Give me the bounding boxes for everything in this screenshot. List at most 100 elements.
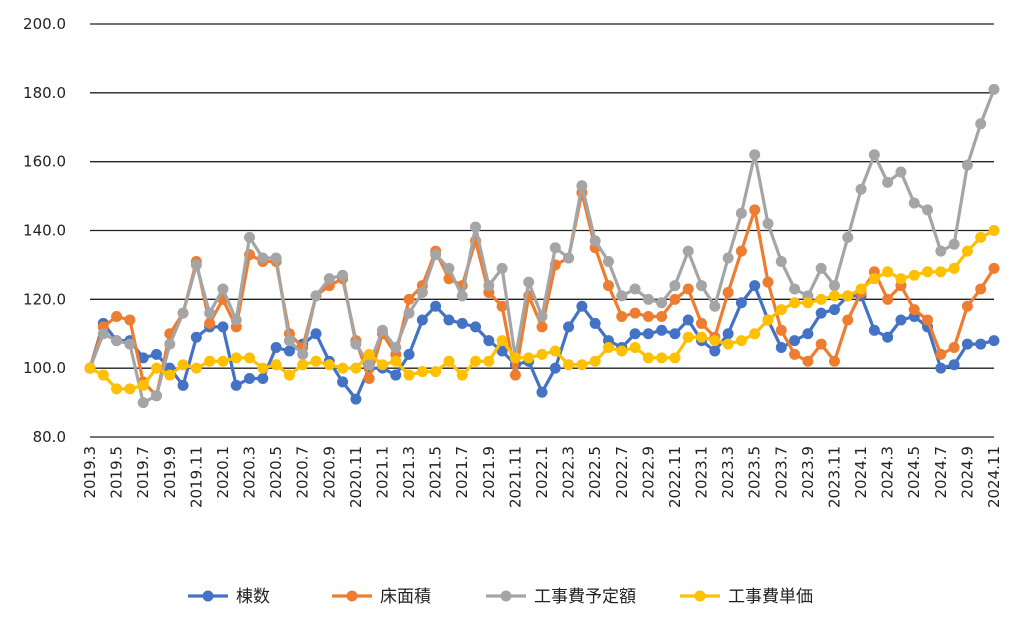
data-point — [456, 369, 468, 381]
data-point — [350, 338, 362, 350]
data-point — [390, 369, 402, 381]
x-tick-label: 2024.5 — [905, 446, 923, 499]
data-point — [789, 297, 801, 309]
legend-label: 床面積 — [380, 587, 431, 607]
legend-label: 棟数 — [236, 587, 270, 607]
data-point — [443, 355, 455, 367]
x-tick-label: 2019.5 — [108, 446, 126, 499]
x-tick-label: 2023.3 — [719, 446, 737, 499]
data-point — [735, 297, 747, 309]
data-point — [323, 359, 335, 371]
data-point — [496, 335, 508, 347]
data-point — [709, 300, 721, 312]
data-point — [961, 159, 973, 171]
data-point — [789, 283, 801, 295]
data-point — [775, 255, 787, 267]
data-point — [164, 369, 176, 381]
data-point — [403, 293, 415, 305]
data-point — [895, 166, 907, 178]
data-point — [430, 249, 442, 261]
data-point — [150, 348, 162, 360]
data-point — [496, 300, 508, 312]
x-tick-label: 2021.7 — [453, 446, 471, 499]
data-point — [616, 345, 628, 357]
x-tick-label: 2024.11 — [985, 446, 1003, 508]
data-point — [948, 238, 960, 250]
data-point — [868, 273, 880, 285]
data-point — [470, 321, 482, 333]
data-point — [735, 245, 747, 257]
data-point — [416, 366, 428, 378]
data-point — [97, 369, 109, 381]
data-point — [509, 369, 521, 381]
data-point — [722, 338, 734, 350]
data-point — [549, 362, 561, 374]
data-point — [363, 348, 375, 360]
legend-swatch-marker — [694, 590, 706, 602]
x-tick-label: 2022.7 — [613, 446, 631, 499]
data-point — [483, 335, 495, 347]
data-point — [775, 304, 787, 316]
data-point — [749, 280, 761, 292]
series-1 — [84, 187, 1000, 402]
data-point — [975, 231, 987, 243]
gridlines — [90, 23, 994, 438]
data-point — [975, 338, 987, 350]
legend-swatch-marker — [202, 590, 214, 602]
data-point — [669, 352, 681, 364]
data-point — [656, 297, 668, 309]
data-point — [882, 331, 894, 343]
data-point — [656, 311, 668, 323]
data-point — [895, 273, 907, 285]
data-point — [204, 355, 216, 367]
data-point — [190, 331, 202, 343]
data-point — [416, 286, 428, 298]
data-point — [616, 290, 628, 302]
data-point — [283, 345, 295, 357]
data-point — [337, 376, 349, 388]
data-point — [762, 314, 774, 326]
series-3 — [84, 225, 1000, 395]
data-point — [828, 280, 840, 292]
x-tick-label: 2022.9 — [639, 446, 657, 499]
data-point — [177, 359, 189, 371]
x-tick-label: 2023.1 — [693, 446, 711, 499]
data-point — [842, 314, 854, 326]
x-tick-label: 2024.7 — [932, 446, 950, 499]
data-point — [137, 352, 149, 364]
data-point — [150, 362, 162, 374]
x-tick-label: 2021.9 — [480, 446, 498, 499]
data-point — [988, 83, 1000, 95]
data-point — [177, 307, 189, 319]
data-point — [709, 335, 721, 347]
data-point — [842, 231, 854, 243]
y-tick-label: 200.0 — [23, 15, 66, 33]
data-point — [257, 372, 269, 384]
data-point — [363, 359, 375, 371]
data-point — [629, 307, 641, 319]
data-point — [656, 352, 668, 364]
data-point — [908, 197, 920, 209]
data-point — [270, 342, 282, 354]
data-point — [483, 280, 495, 292]
data-point — [244, 372, 256, 384]
data-point — [868, 149, 880, 161]
data-point — [84, 362, 96, 374]
data-point — [882, 266, 894, 278]
data-point — [935, 266, 947, 278]
x-tick-label: 2020.9 — [320, 446, 338, 499]
x-tick-label: 2019.9 — [161, 446, 179, 499]
data-point — [563, 252, 575, 264]
x-tick-label: 2020.1 — [214, 446, 232, 499]
data-point — [669, 293, 681, 305]
data-point — [470, 355, 482, 367]
x-tick-label: 2020.3 — [241, 446, 259, 499]
data-point — [722, 252, 734, 264]
data-point — [496, 262, 508, 274]
data-point — [602, 280, 614, 292]
data-point — [988, 262, 1000, 274]
data-point — [137, 379, 149, 391]
data-point — [988, 335, 1000, 347]
legend-item: 工事費予定額 — [486, 587, 636, 607]
